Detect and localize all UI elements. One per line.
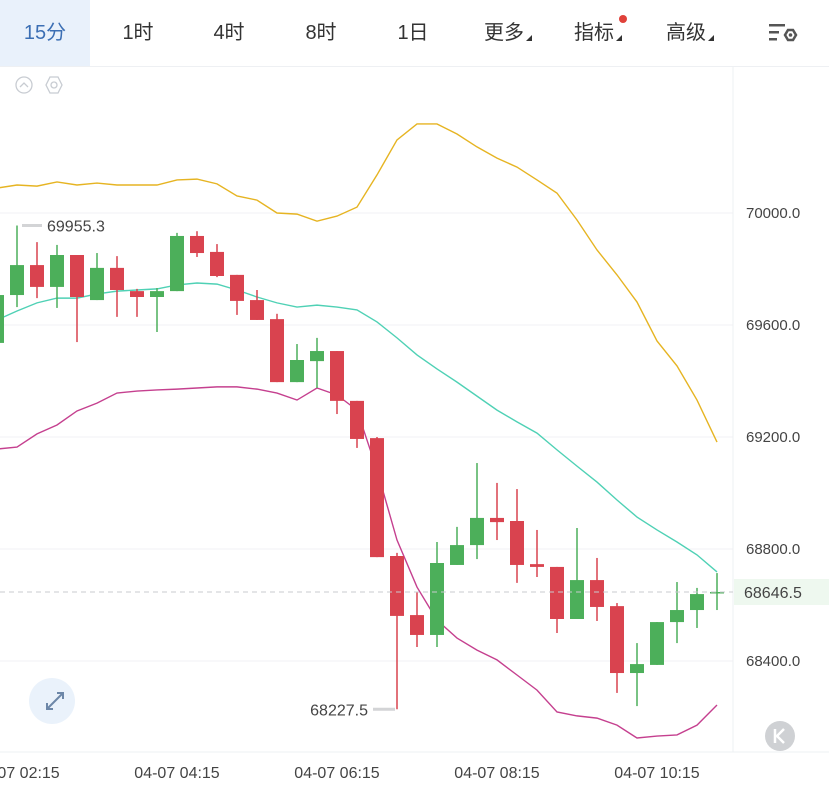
low-price-label: 68227.5 <box>310 702 368 719</box>
candle-up <box>90 267 104 301</box>
candle-up <box>630 664 644 674</box>
tab-1d[interactable]: 1日 <box>397 22 429 44</box>
notification-dot <box>619 15 627 23</box>
candle-down <box>530 564 544 567</box>
candle-down <box>210 251 224 276</box>
dropdown-triangle-icon <box>708 35 714 41</box>
tab-indicators-label: 指标 <box>574 22 614 44</box>
candle-down <box>70 255 84 297</box>
candle-up <box>170 235 184 292</box>
tab-1h[interactable]: 1时 <box>122 22 154 44</box>
candle-up <box>470 517 484 546</box>
candle-down <box>130 291 144 297</box>
candle-up <box>690 594 704 611</box>
candle-down <box>550 566 564 619</box>
candle-up <box>50 255 64 287</box>
tab-4h[interactable]: 4时 <box>213 22 245 44</box>
candle-down <box>270 319 284 383</box>
x-tick-label: 04-07 08:15 <box>454 765 540 782</box>
tab-advanced[interactable]: 高级 <box>666 0 714 66</box>
y-tick-label: 68400.0 <box>746 653 800 670</box>
candle-down <box>610 606 624 674</box>
fullscreen-button[interactable] <box>29 678 75 724</box>
candle-up <box>710 591 724 594</box>
candle-down <box>190 235 204 254</box>
bollinger-upper-line <box>0 123 718 443</box>
candle-down <box>230 274 244 301</box>
candle-down <box>390 556 404 616</box>
scroll-to-latest-button[interactable] <box>765 721 795 751</box>
candle-down <box>410 615 424 635</box>
candle-down <box>370 438 384 558</box>
current-price-label: 68646.5 <box>744 585 802 602</box>
y-tick-label: 68800.0 <box>746 541 800 558</box>
candle-up <box>570 580 584 619</box>
x-tick-label: 04-07 06:15 <box>294 765 380 782</box>
candle-up <box>450 545 464 565</box>
candle-down <box>350 400 364 439</box>
x-tick-label: 04-07 04:15 <box>134 765 220 782</box>
candle-up <box>150 291 164 297</box>
timeframe-toolbar: 15分 1时 4时 8时 1日 更多 指标 高级 <box>0 0 829 67</box>
indicator-settings-icon[interactable] <box>45 76 63 94</box>
candle-up <box>670 610 684 623</box>
tab-more-label: 更多 <box>484 22 524 44</box>
tab-more[interactable]: 更多 <box>484 0 532 66</box>
candle-up <box>290 360 304 383</box>
candle-down <box>590 580 604 607</box>
bollinger-lower-line <box>0 386 718 739</box>
tab-8h[interactable]: 8时 <box>305 22 337 44</box>
tab-indicators[interactable]: 指标 <box>574 0 622 66</box>
candle-up <box>650 622 664 665</box>
current-price-badge <box>734 578 829 605</box>
candle-up <box>0 295 4 343</box>
candle-down <box>30 265 44 287</box>
candle-down <box>110 267 124 290</box>
chart-settings-icon[interactable] <box>768 22 798 46</box>
tab-advanced-label: 高级 <box>666 22 706 44</box>
x-tick-label: 04-07 10:15 <box>614 765 700 782</box>
candle-up <box>430 563 444 635</box>
candle-up <box>310 351 324 362</box>
candle-down <box>330 351 344 401</box>
collapse-indicator-icon[interactable] <box>15 76 33 94</box>
high-price-label: 69955.3 <box>47 219 105 236</box>
tab-15min[interactable]: 15分 <box>0 0 90 66</box>
x-tick-label: 04-07 02:15 <box>0 765 60 782</box>
dropdown-triangle-icon <box>616 35 622 41</box>
candle-down <box>490 517 504 523</box>
candle-down <box>250 300 264 320</box>
candle-up <box>10 265 24 296</box>
candle-down <box>510 521 524 565</box>
y-tick-label: 70000.0 <box>746 205 800 222</box>
dropdown-triangle-icon <box>526 35 532 41</box>
y-tick-label: 69600.0 <box>746 317 800 334</box>
y-tick-label: 69200.0 <box>746 429 800 446</box>
